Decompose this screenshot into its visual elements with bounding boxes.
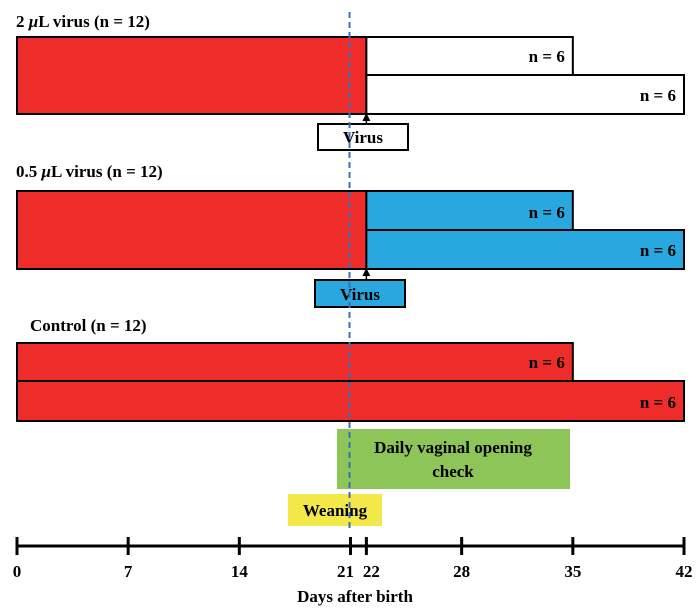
tick-label-21: 21 — [337, 562, 354, 581]
group-title-05ul: 0.5 μL virus (n = 12) — [16, 162, 163, 181]
tick-label-22: 22 — [363, 562, 380, 581]
n-label-control-row-2: n = 6 — [640, 393, 676, 412]
post-virus-bar-2ul-row-2 — [365, 74, 685, 115]
group-title-2ul: 2 μL virus (n = 12) — [16, 12, 150, 31]
x-axis-title: Days after birth — [297, 587, 413, 606]
group-05ul-virus: 0.5 μL virus (n = 12) n = 6 n = 6 Virus — [16, 162, 685, 308]
tick-label-35: 35 — [564, 562, 581, 581]
tick-label-42: 42 — [676, 562, 693, 581]
tick-label-7: 7 — [124, 562, 133, 581]
pre-virus-bar-05ul — [16, 190, 368, 270]
weaning-box — [288, 494, 382, 526]
n-label-2ul-row-2: n = 6 — [640, 86, 676, 105]
n-label-05ul-row-1: n = 6 — [529, 203, 565, 222]
n-label-05ul-row-2: n = 6 — [640, 241, 676, 260]
tick-label-0: 0 — [13, 562, 22, 581]
group-2ul-virus: 2 μL virus (n = 12) n = 6 n = 6 Virus — [16, 12, 685, 151]
virus-arrowhead-2ul — [362, 113, 371, 121]
n-label-control-row-1: n = 6 — [529, 353, 565, 372]
virus-label-05ul: Virus — [340, 285, 380, 304]
daily-check-line-1: Daily vaginal opening — [374, 438, 532, 457]
post-virus-bar-05ul-row-2 — [365, 229, 685, 270]
virus-box-05ul — [314, 279, 406, 308]
n-label-2ul-row-1: n = 6 — [529, 47, 565, 66]
tick-label-14: 14 — [231, 562, 249, 581]
virus-label-2ul: Virus — [343, 128, 383, 147]
daily-check-box — [337, 429, 570, 489]
post-virus-bar-2ul-row-1 — [365, 36, 574, 76]
post-virus-bar-05ul-row-1 — [365, 190, 574, 231]
daily-check-line-2: check — [432, 462, 474, 481]
weaning-label: Weaning — [303, 501, 368, 520]
virus-arrowhead-05ul — [362, 268, 371, 276]
tick-label-28: 28 — [453, 562, 470, 581]
control-bar-row-1 — [16, 342, 574, 382]
pre-virus-bar-2ul — [16, 36, 368, 115]
group-title-control: Control (n = 12) — [30, 316, 147, 335]
x-axis: 0 7 14 21 22 28 35 42 Days after birth — [13, 537, 693, 606]
virus-box-2ul — [317, 123, 409, 151]
